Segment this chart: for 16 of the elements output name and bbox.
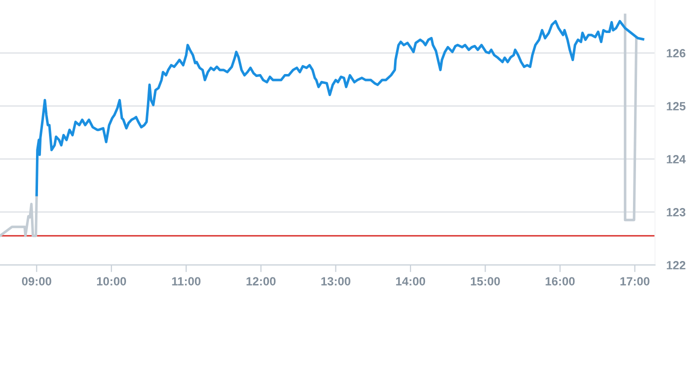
- line-series: [35, 20, 644, 196]
- x-tick-label: 14:00: [396, 277, 426, 286]
- x-tick-label: 13:00: [321, 277, 350, 286]
- x-tick-label: 11:00: [172, 277, 200, 286]
- line-series: [0, 194, 38, 238]
- x-tick-label: 10:00: [97, 277, 126, 286]
- x-tick-label: 15:00: [470, 277, 500, 286]
- x-tick-label: 09:00: [22, 277, 52, 286]
- y-tick-label: 123: [666, 208, 686, 216]
- y-tick-label: 125: [666, 102, 686, 110]
- x-tick-label: 17:00: [620, 277, 650, 286]
- x-tick-label: 16:00: [546, 277, 575, 286]
- x-tick-label: 12:00: [246, 277, 276, 286]
- y-tick-label: 122: [666, 261, 686, 270]
- y-tick-label: 126: [666, 49, 686, 58]
- y-tick-label: 124: [666, 155, 686, 164]
